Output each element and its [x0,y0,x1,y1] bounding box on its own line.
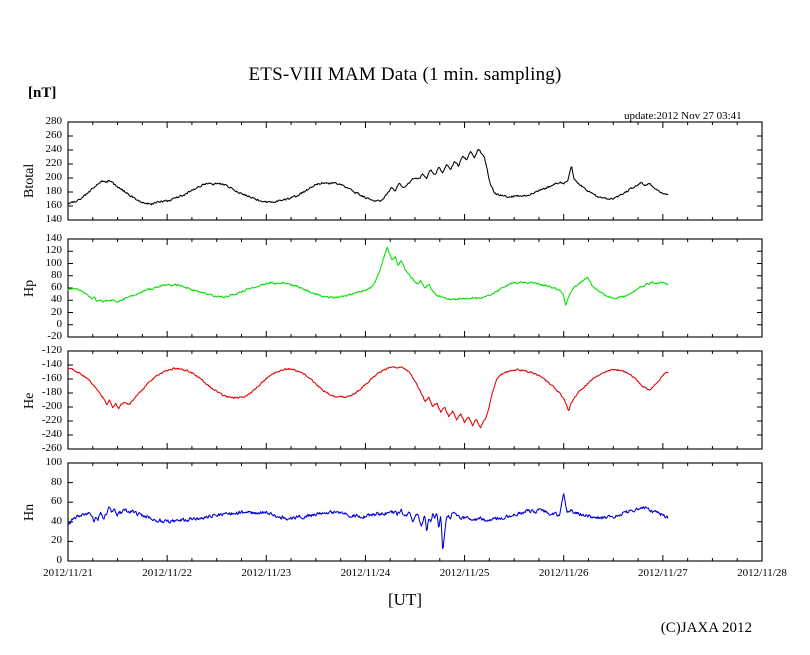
update-timestamp: update:2012 Nov 27 03:41 [624,110,742,122]
y-tick-label: -120 [41,344,62,356]
y-tick-label: 180 [45,185,63,197]
y-tick-label: 80 [51,475,62,488]
copyright-notice: (C)JAXA 2012 [660,620,752,636]
y-tick-label: 100 [45,256,63,269]
x-tick-label: 2012/11/23 [241,567,292,579]
y-tick-label: -260 [41,442,62,454]
y-tick-label: -160 [41,372,62,384]
x-tick-label: 2012/11/21 [43,567,93,579]
x-tick-label: 2012/11/27 [637,567,688,579]
y-tick-label: 0 [56,317,63,330]
panel-he [67,350,763,450]
x-axis-title: [UT] [388,590,422,609]
y-axis-label-he: He [22,392,37,409]
y-tick-label: 160 [45,199,63,211]
y-tick-label: 100 [45,456,63,468]
page-title: ETS-VIII MAM Data (1 min. sampling) [248,64,562,85]
x-tick-label: 2012/11/22 [142,567,192,579]
y-tick-label: 80 [51,268,62,281]
x-tick-label: 2012/11/26 [538,567,589,579]
panel-hn [67,462,763,562]
y-tick-label: 20 [51,305,62,318]
y-tick-label: 120 [45,244,63,257]
y-tick-label: -240 [41,428,62,440]
y-tick-label: 40 [51,293,62,306]
y-axis-label-hn: Hn [22,503,37,521]
panel-hp [67,238,763,338]
y-unit-label: [nT] [28,85,57,101]
y-tick-label: 60 [51,281,62,293]
x-tick-label: 2012/11/25 [439,567,490,579]
y-axis-label-btotal: Btotal [22,163,37,198]
panel-btotal [67,121,763,221]
y-tick-label: 20 [51,534,62,547]
y-tick-label: -220 [41,414,62,426]
y-tick-label: 240 [45,143,63,155]
y-tick-label: -20 [47,330,62,342]
y-tick-label: 220 [45,157,63,169]
y-axis-label-hp: Hp [22,279,37,297]
y-tick-label: -200 [41,400,62,412]
y-tick-label: 60 [51,495,62,508]
x-tick-label: 2012/11/24 [340,567,391,579]
y-tick-label: 0 [56,554,63,566]
y-tick-label: 40 [51,514,62,527]
y-tick-label: 260 [45,129,63,141]
y-tick-label: 140 [45,213,63,225]
x-tick-label: 2012/11/28 [737,567,787,579]
y-tick-label: 140 [45,232,63,244]
y-tick-label: 280 [45,115,63,127]
y-tick-label: -140 [41,358,62,370]
y-tick-label: 200 [45,171,63,183]
y-tick-label: -180 [41,386,62,398]
